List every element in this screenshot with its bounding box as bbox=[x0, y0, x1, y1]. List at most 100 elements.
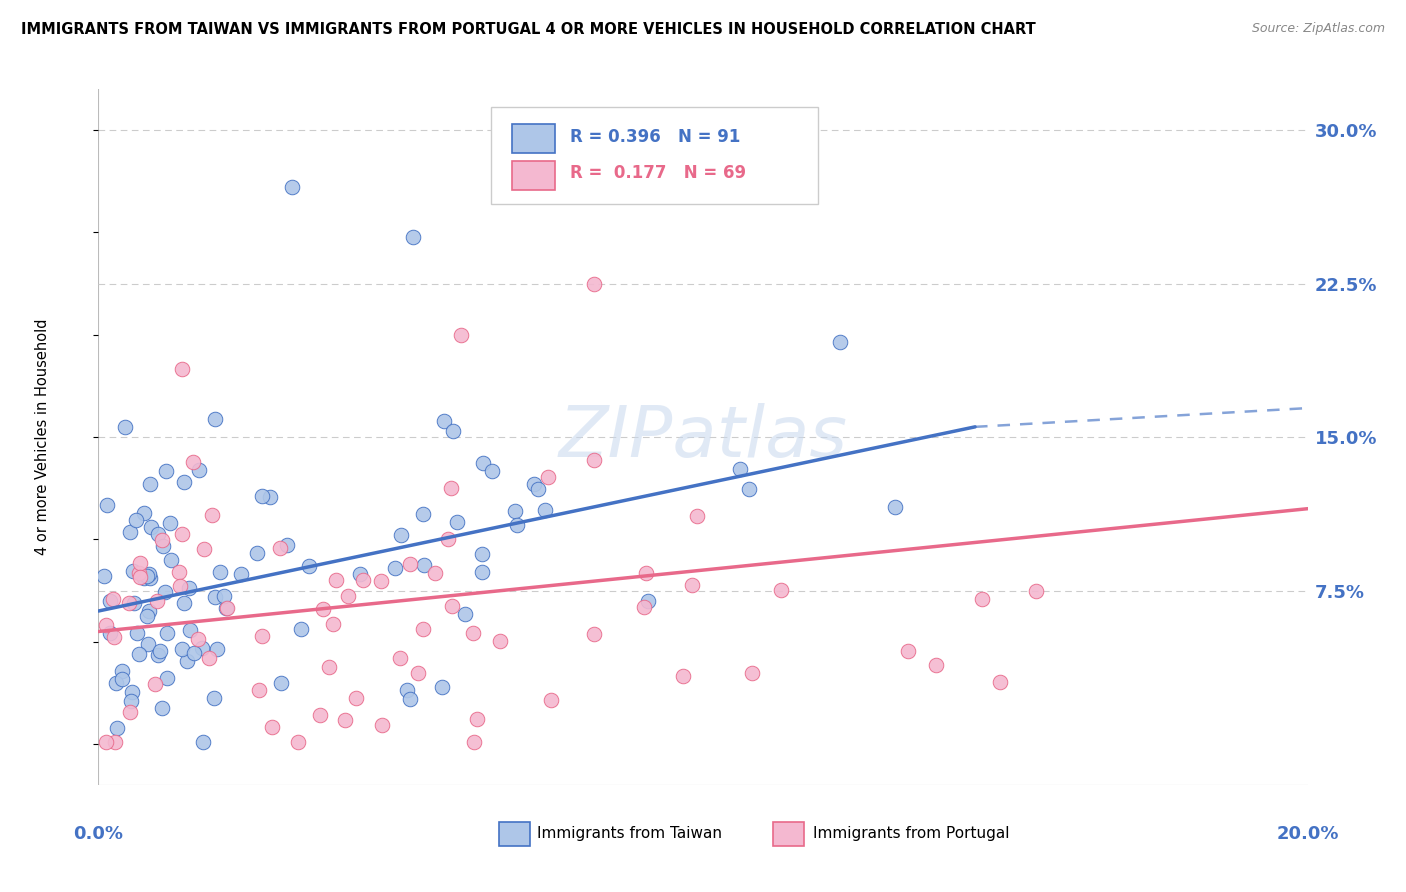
Point bbox=[143, 677, 166, 691]
Point bbox=[146, 594, 169, 608]
Point bbox=[121, 684, 143, 698]
Point bbox=[527, 482, 550, 496]
Point bbox=[134, 506, 156, 520]
Point bbox=[229, 566, 252, 581]
Point bbox=[506, 518, 529, 533]
Point bbox=[96, 498, 118, 512]
Point bbox=[522, 477, 544, 491]
Point bbox=[582, 626, 605, 640]
Point bbox=[471, 566, 494, 580]
Text: 20.0%: 20.0% bbox=[1277, 825, 1339, 843]
Point bbox=[202, 690, 225, 705]
Point bbox=[583, 277, 606, 291]
Point bbox=[540, 692, 562, 706]
Point bbox=[156, 671, 179, 685]
Point bbox=[488, 633, 510, 648]
Point bbox=[250, 489, 273, 503]
Point bbox=[160, 553, 183, 567]
Point bbox=[440, 481, 463, 495]
FancyBboxPatch shape bbox=[492, 106, 818, 204]
Point bbox=[481, 464, 503, 478]
Text: ZIPatlas: ZIPatlas bbox=[558, 402, 848, 472]
Point bbox=[371, 717, 394, 731]
Point bbox=[270, 676, 292, 690]
Text: 0.0%: 0.0% bbox=[73, 825, 124, 843]
Point bbox=[111, 664, 134, 678]
Point bbox=[169, 579, 191, 593]
Point bbox=[446, 515, 468, 529]
Point bbox=[349, 567, 371, 582]
FancyBboxPatch shape bbox=[512, 124, 555, 153]
Point bbox=[122, 564, 145, 578]
Point bbox=[173, 475, 195, 489]
Point bbox=[433, 414, 456, 428]
Point bbox=[136, 609, 159, 624]
Point bbox=[198, 650, 221, 665]
Point bbox=[269, 541, 291, 556]
Point bbox=[441, 599, 464, 613]
Point bbox=[136, 637, 159, 651]
Point bbox=[111, 672, 134, 686]
Point bbox=[125, 513, 148, 527]
Point bbox=[471, 456, 494, 470]
Point bbox=[828, 334, 851, 349]
Point bbox=[201, 508, 224, 523]
Point bbox=[737, 482, 759, 496]
Point bbox=[156, 625, 179, 640]
Point bbox=[634, 566, 657, 581]
Point bbox=[370, 574, 392, 589]
Point bbox=[183, 646, 205, 660]
Point bbox=[139, 571, 162, 585]
Point bbox=[150, 533, 173, 547]
Point bbox=[138, 567, 160, 582]
Point bbox=[537, 470, 560, 484]
Point bbox=[193, 541, 215, 556]
Point bbox=[287, 734, 309, 748]
Point bbox=[118, 524, 141, 539]
Point bbox=[333, 714, 356, 728]
Point bbox=[582, 453, 605, 467]
Point bbox=[128, 569, 150, 583]
Point bbox=[412, 622, 434, 636]
Point bbox=[153, 585, 176, 599]
Point bbox=[465, 712, 488, 726]
Point bbox=[138, 476, 160, 491]
Point bbox=[384, 560, 406, 574]
Point bbox=[172, 361, 194, 376]
Point bbox=[176, 655, 198, 669]
Text: IMMIGRANTS FROM TAIWAN VS IMMIGRANTS FROM PORTUGAL 4 OR MORE VEHICLES IN HOUSEHO: IMMIGRANTS FROM TAIWAN VS IMMIGRANTS FRO… bbox=[21, 22, 1036, 37]
Point bbox=[94, 735, 117, 749]
Point bbox=[120, 694, 142, 708]
Point bbox=[413, 558, 436, 572]
Point bbox=[246, 546, 269, 560]
Point bbox=[155, 464, 177, 478]
Text: R =  0.177   N = 69: R = 0.177 N = 69 bbox=[569, 164, 747, 182]
Point bbox=[118, 705, 141, 719]
Point bbox=[454, 607, 477, 622]
Point bbox=[173, 596, 195, 610]
Point bbox=[259, 490, 281, 504]
Point bbox=[172, 527, 194, 541]
Point bbox=[215, 600, 238, 615]
Point bbox=[389, 651, 412, 665]
Point bbox=[309, 708, 332, 723]
Point bbox=[463, 735, 485, 749]
Point bbox=[437, 532, 460, 546]
Point bbox=[205, 641, 228, 656]
Point bbox=[167, 566, 190, 580]
Point bbox=[212, 589, 235, 603]
Point bbox=[146, 648, 169, 662]
Point bbox=[150, 700, 173, 714]
Point bbox=[217, 600, 239, 615]
Point bbox=[344, 690, 367, 705]
Point bbox=[450, 327, 472, 342]
Point bbox=[325, 573, 347, 587]
Point bbox=[897, 644, 920, 658]
Point bbox=[970, 592, 993, 607]
Point bbox=[187, 632, 209, 646]
Point bbox=[191, 641, 214, 656]
Point bbox=[104, 735, 127, 749]
Point bbox=[276, 538, 298, 552]
Point bbox=[395, 682, 418, 697]
Point bbox=[672, 669, 695, 683]
